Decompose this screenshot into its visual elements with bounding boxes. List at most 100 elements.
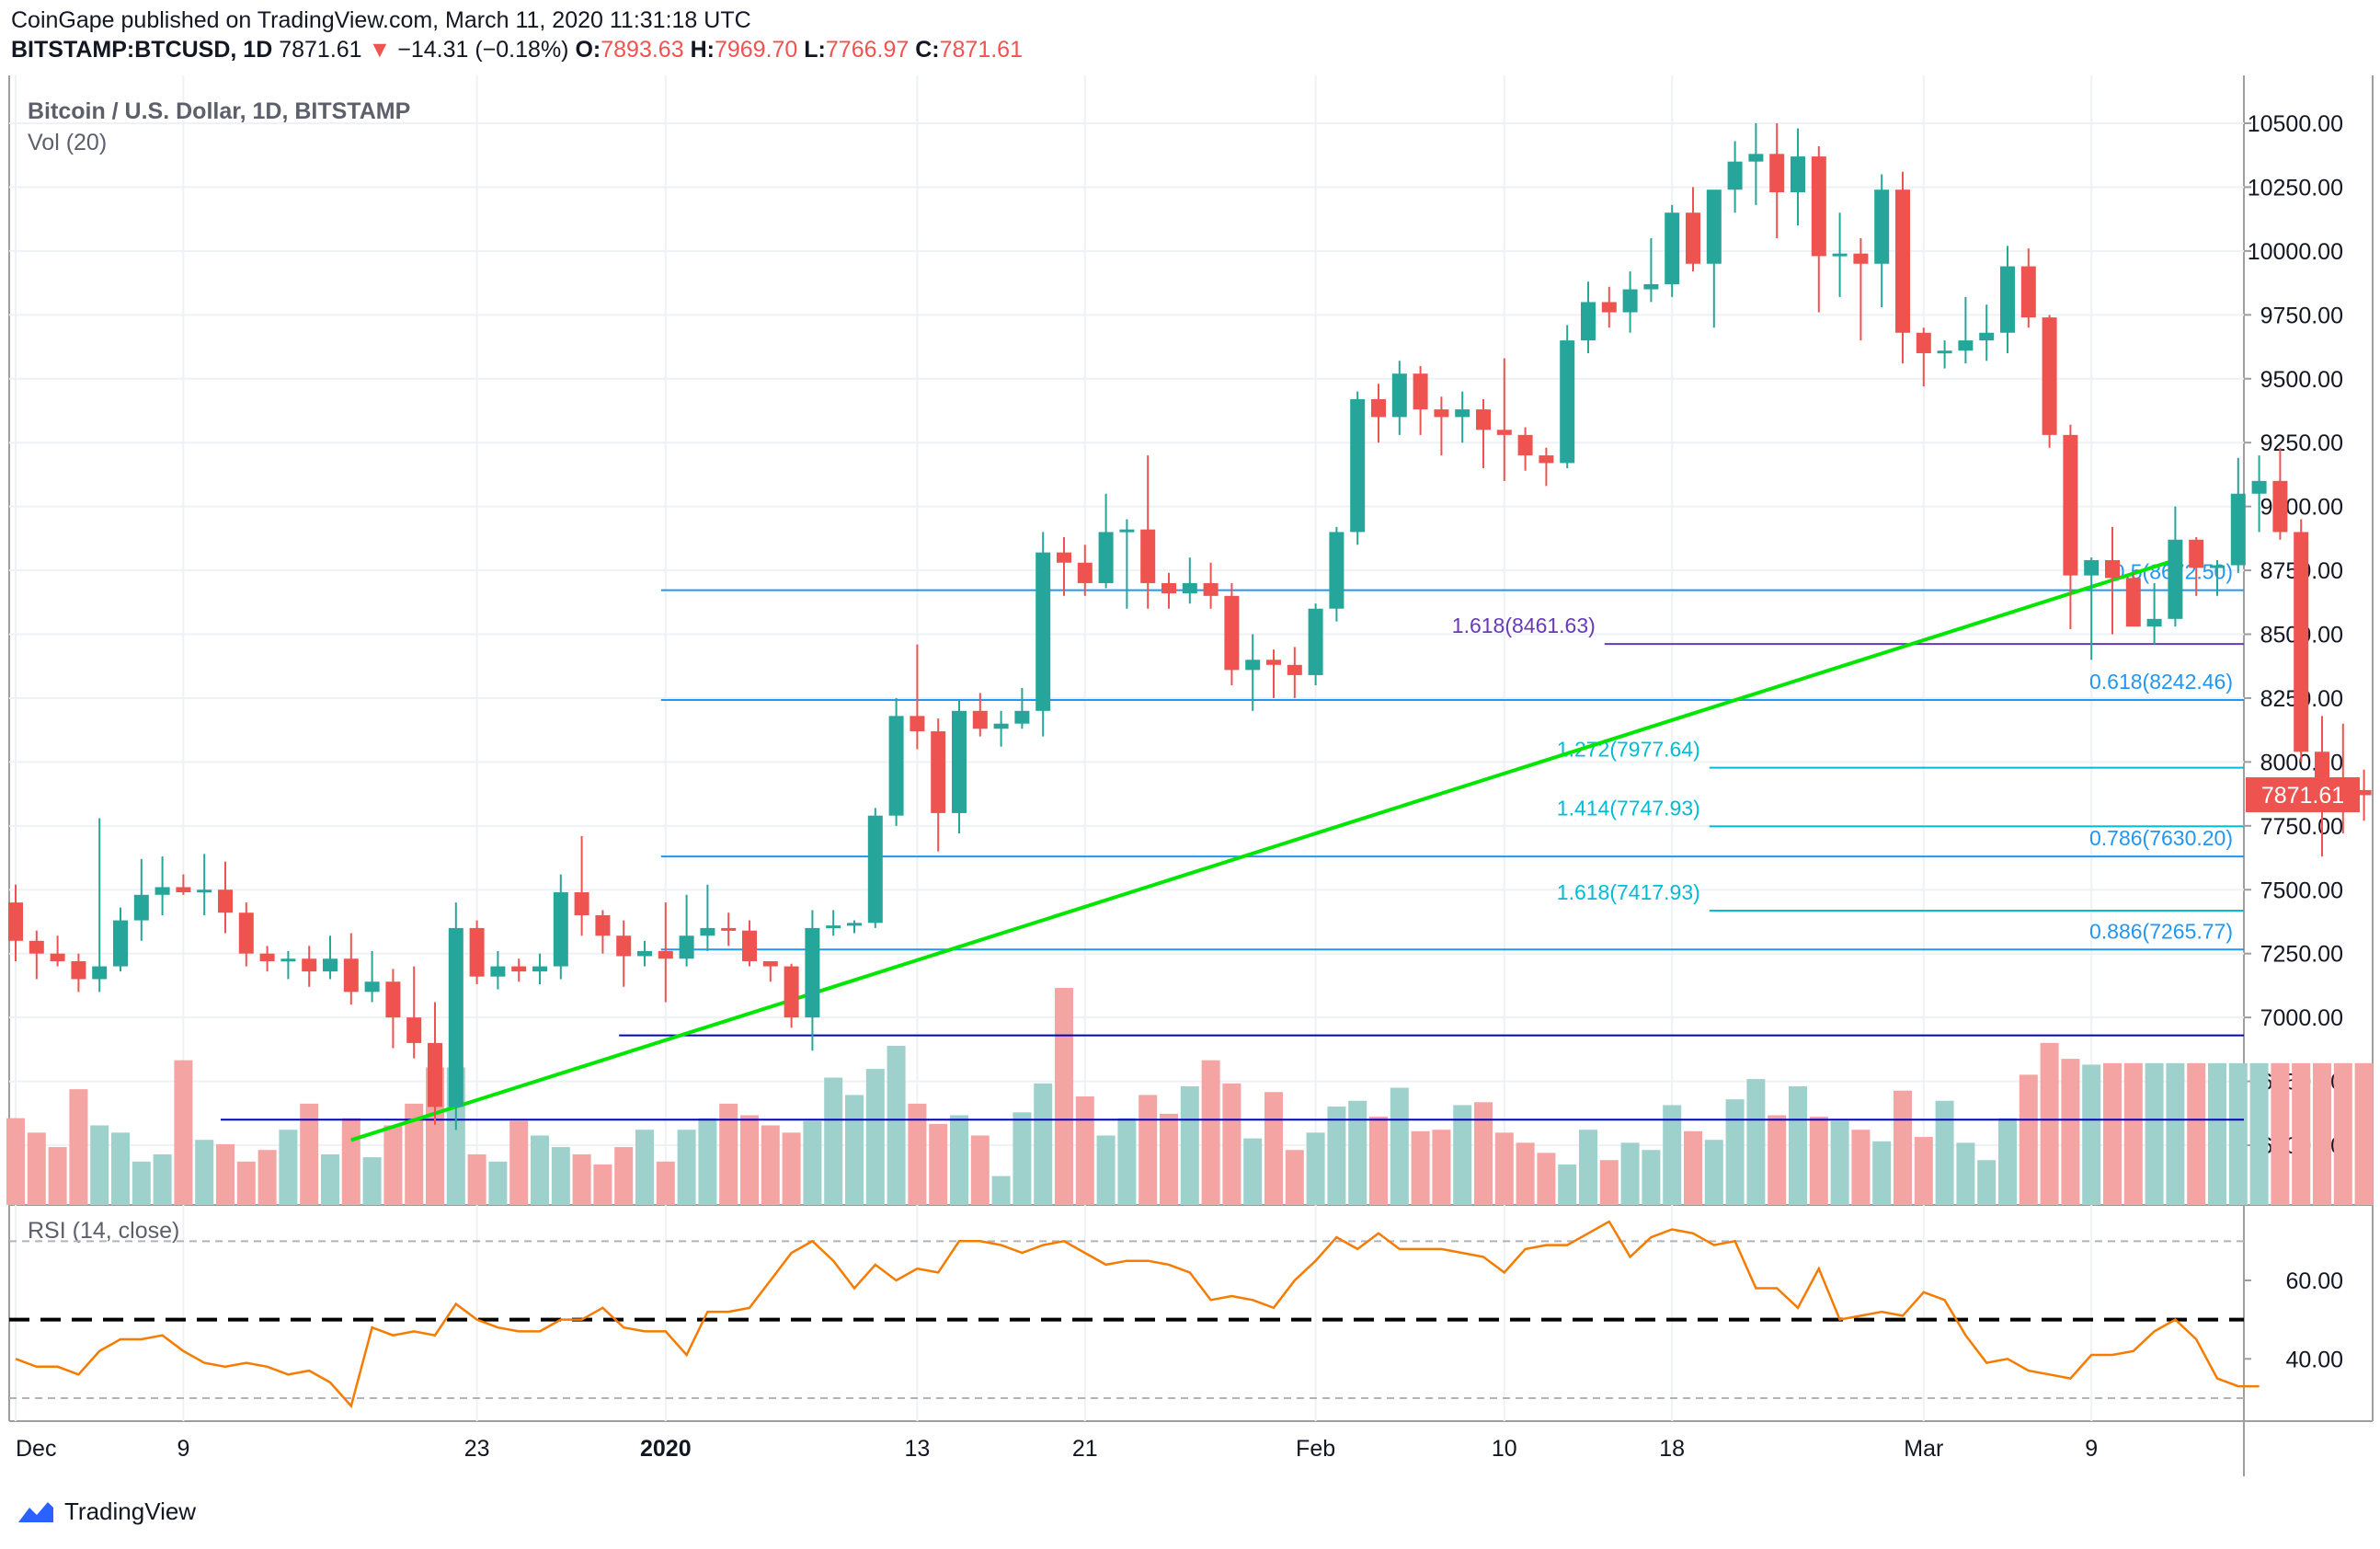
volume-bar [111,1132,130,1205]
candle-body [511,966,527,972]
tradingview-footer[interactable]: TradingView [17,1497,196,1526]
candle-body [1560,340,1575,464]
volume-bar [677,1130,696,1205]
candle-body [280,958,296,962]
candle-body [1622,289,1638,313]
volume-bar [1285,1150,1304,1205]
level-label: 1.618(8461.63) [1452,614,1596,637]
candle-body [1413,373,1428,410]
volume-bar [2082,1064,2101,1205]
volume-bar [6,1118,25,1205]
x-tick-label: 21 [1072,1436,1098,1462]
candle-body [1665,212,1680,284]
volume-bar [593,1164,612,1205]
trend-line [350,558,2177,1142]
candle-body [1371,398,1386,418]
volume-bar [1201,1060,1220,1205]
candle-body [2020,266,2036,318]
y-tick-label: 9500.00 [2260,367,2343,393]
candle-body [1119,529,1135,533]
volume-bar [824,1077,843,1205]
volume-bar [2019,1074,2038,1205]
volume-bar [257,1150,277,1205]
candle-body [1455,409,1470,418]
volume-bar [2040,1042,2059,1205]
volume-bar [1432,1130,1451,1205]
volume-bar [1851,1130,1871,1205]
candle-body [1686,212,1700,264]
candle-body [1308,608,1323,675]
level-label: 0.618(8242.46) [2089,670,2233,694]
candle-body [343,958,359,993]
volume-bar [405,1103,424,1205]
y-tick-label: 9000.00 [2260,495,2343,521]
volume-bar [321,1153,339,1205]
x-tick-label: 9 [177,1436,189,1462]
volume-bar [1516,1142,1535,1205]
candle-body [1643,283,1659,290]
candle-body [1434,409,1449,418]
volume-bar [1537,1153,1556,1205]
volume-bar [174,1060,193,1205]
volume-bar [1998,1118,2017,1205]
candle-body [323,958,338,972]
candle-body [1517,434,1533,456]
volume-bar [803,1120,822,1205]
candle-body [1581,302,1596,341]
volume-bar [2249,1062,2269,1205]
candle-body [553,892,568,967]
candle-body [679,935,694,959]
volume-bar [341,1118,360,1205]
volume-bar [1768,1115,1787,1205]
x-tick-label: 2020 [640,1436,692,1462]
candle-body [1539,455,1554,464]
volume-bar [509,1120,529,1205]
candle-body [532,966,547,972]
btc-chart[interactable]: Dec92320201321Feb1018Mar96500.006750.007… [0,75,2380,1492]
x-tick-label: Mar [1904,1436,1943,1462]
volume-bar [279,1130,298,1205]
candle-body [1036,552,1051,711]
volume-bar [1809,1117,1828,1205]
rsi-line [15,1220,2260,1409]
volume-bar [970,1135,990,1205]
candle-body [2356,789,2372,796]
volume-bar [1411,1130,1430,1205]
candle-body [1832,253,1848,257]
candle-body [888,716,904,816]
volume-bar [48,1147,67,1205]
volume-bar [1348,1100,1367,1205]
y-tick-label: 7750.00 [2260,814,2343,840]
volume-bar [1642,1150,1661,1205]
volume-bar [719,1103,738,1205]
volume-bar [1222,1083,1241,1205]
candle-body [847,923,862,926]
volume-bar [69,1089,88,1205]
candle-body [1224,595,1240,671]
candle-body [176,887,191,893]
volume-bar [1327,1107,1346,1205]
candle-body [595,915,611,936]
level-label: 0.786(7630.20) [2089,826,2233,850]
volume-bar [761,1125,780,1205]
candle-body [1811,156,1826,257]
volume-bar [782,1132,801,1205]
candle-body [490,966,506,977]
volume-bar [488,1161,508,1205]
volume-bar [1872,1141,1892,1205]
candle-body [50,953,65,962]
candle-body [1161,582,1176,594]
volume-bar [991,1176,1011,1205]
volume-bar [2333,1062,2352,1205]
candle-body [238,912,254,954]
volume-bar [740,1115,759,1205]
volume-bar [1117,1118,1137,1205]
y-tick-label: 7500.00 [2260,878,2343,903]
candle-body [113,920,128,967]
candle-body [1266,660,1281,665]
candle-body [1182,582,1197,594]
volume-bar [1830,1120,1849,1205]
volume-bar [2271,1062,2290,1205]
candle-body [428,1042,442,1107]
volume-bar [1789,1085,1807,1205]
